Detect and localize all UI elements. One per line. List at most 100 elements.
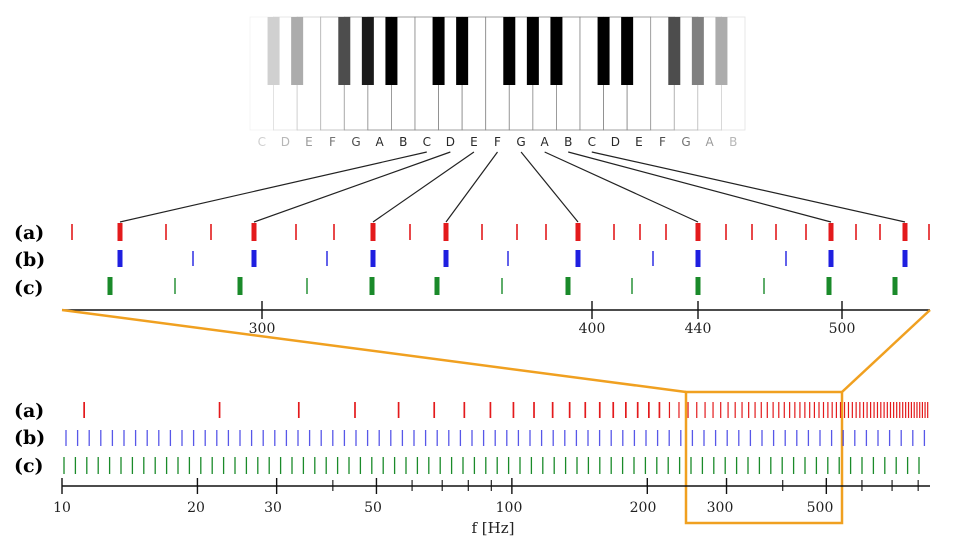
black-key [526, 17, 539, 85]
connector-line [520, 151, 579, 223]
log-tick-500: 500 [807, 500, 834, 516]
zoomed-axis: 300 400 440 500 [62, 301, 930, 337]
zoom-callout [61, 308, 931, 525]
row-b-note-mark [828, 250, 834, 267]
row-a-note-mark [828, 223, 834, 241]
black-key [668, 17, 681, 85]
note-label: G [516, 135, 525, 149]
row-labels-upper: (a) (b) (c) [14, 222, 45, 299]
row-label-c: (c) [14, 277, 44, 299]
note-label: D [281, 135, 290, 149]
black-key [691, 17, 704, 85]
black-key [291, 17, 304, 85]
row-a-note-mark [902, 223, 908, 241]
note-label: C [588, 135, 596, 149]
note-label: F [494, 135, 501, 149]
row-label-b-lower: (b) [14, 427, 45, 449]
zoom-region-box [684, 390, 844, 525]
black-key [338, 17, 351, 85]
row-b-note-mark [695, 250, 701, 267]
zoom-line-right [841, 309, 931, 393]
note-label: B [729, 135, 737, 149]
log-axis-title: f [Hz] [471, 519, 514, 537]
log-tick-10: 10 [53, 500, 71, 516]
note-label: F [329, 135, 336, 149]
row-a-note-mark [575, 223, 581, 241]
row-c-note-mark [695, 277, 701, 295]
note-label: E [470, 135, 478, 149]
row-c-note-mark [107, 277, 113, 295]
note-label: A [376, 135, 385, 149]
row-label-c-lower: (c) [14, 455, 44, 477]
black-key [385, 17, 398, 85]
zoomed-tick-300: 300 [249, 321, 276, 337]
log-tick-30: 30 [264, 500, 282, 516]
connector-line [445, 151, 498, 223]
row-labels-lower: (a) (b) (c) [14, 400, 45, 477]
note-label: G [351, 135, 360, 149]
note-connector-lines [119, 151, 906, 223]
row-a-note-mark [370, 223, 376, 241]
note-label: C [423, 135, 431, 149]
log-tick-300: 300 [707, 500, 734, 516]
row-b-note-mark [370, 250, 376, 267]
note-label: F [659, 135, 666, 149]
log-tick-100: 100 [496, 500, 523, 516]
piano-keyboard [249, 16, 746, 131]
black-key [267, 17, 280, 85]
note-label: E [635, 135, 643, 149]
note-label: G [681, 135, 690, 149]
zoom-line-left [61, 308, 687, 394]
black-key [361, 17, 374, 85]
black-key [597, 17, 610, 85]
zoomed-tick-500: 500 [829, 321, 856, 337]
log-tick-50: 50 [364, 500, 382, 516]
connector-line [591, 151, 906, 223]
row-c-note-mark [369, 277, 375, 295]
row-a-note-mark [695, 223, 701, 241]
log-frequency-axis: 10 20 30 50 100 200 300 500 f [Hz] [53, 478, 930, 537]
log-tick-200: 200 [630, 500, 657, 516]
connector-line [568, 151, 832, 223]
note-label: D [446, 135, 455, 149]
row-b-note-mark [443, 250, 449, 267]
row-b-note-mark [575, 250, 581, 267]
black-key [432, 17, 445, 85]
row-c-note-mark [826, 277, 832, 295]
full-range-frequency-marks [63, 402, 929, 474]
note-label: A [706, 135, 715, 149]
row-c-note-mark [565, 277, 571, 295]
note-label: B [399, 135, 407, 149]
zoomed-tick-400: 400 [579, 321, 606, 337]
black-key [503, 17, 516, 85]
black-key [621, 17, 634, 85]
connector-line [544, 151, 699, 223]
black-key [715, 17, 728, 85]
note-label: A [541, 135, 550, 149]
row-a-note-mark [251, 223, 257, 241]
black-key [550, 17, 563, 85]
connector-line [372, 151, 475, 223]
row-c-note-mark [434, 277, 440, 295]
row-a-note-mark [443, 223, 449, 241]
row-label-b: (b) [14, 249, 45, 271]
row-c-note-mark [892, 277, 898, 295]
note-label: E [305, 135, 313, 149]
zoomed-tick-440: 440 [685, 321, 712, 337]
note-label: C [258, 135, 266, 149]
log-axis-ticks [61, 478, 919, 494]
connector-line [119, 151, 427, 223]
note-label: D [611, 135, 620, 149]
connector-line [253, 151, 451, 223]
row-b-note-mark [251, 250, 257, 267]
zoomed-axis-ticks [261, 301, 843, 319]
row-a-note-mark [117, 223, 123, 241]
row-b-note-mark [117, 250, 123, 267]
zoomed-frequency-marks [71, 223, 930, 295]
row-label-a: (a) [14, 222, 44, 244]
row-label-a-lower: (a) [14, 400, 44, 422]
row-c-note-mark [237, 277, 243, 295]
log-tick-20: 20 [187, 500, 205, 516]
